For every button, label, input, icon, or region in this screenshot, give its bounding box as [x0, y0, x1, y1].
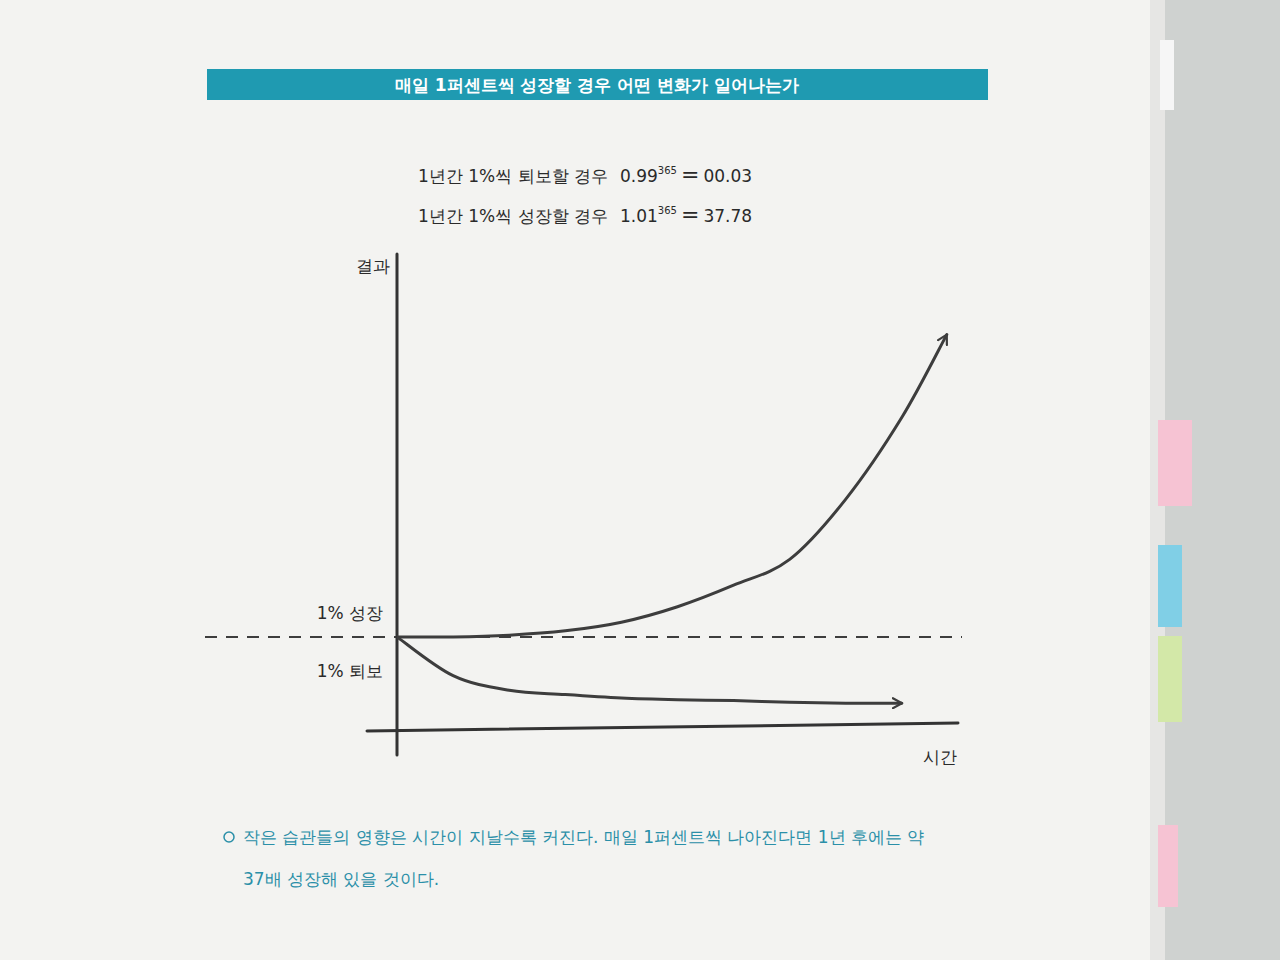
- sticky-tab: [1158, 420, 1192, 506]
- formula-exponent: 365: [658, 205, 677, 216]
- title: 매일 1퍼센트씩 성장할 경우 어떤 변화가 일어나는가: [395, 75, 799, 95]
- caption: 작은 습관들의 영향은 시간이 지날수록 커진다. 매일 1퍼센트씩 나아진다면…: [243, 827, 924, 889]
- y-axis-label: 결과: [356, 256, 390, 276]
- sticky-tab: [1158, 636, 1182, 722]
- title-band: [207, 69, 988, 100]
- series-line: [397, 335, 947, 637]
- sticky-tab: [1158, 825, 1178, 907]
- formula-text: 1년간 1%씩 성장할 경우: [418, 206, 608, 226]
- caption-line: 37배 성장해 있을 것이다.: [243, 869, 439, 889]
- formula-operator: =: [681, 162, 699, 187]
- x-axis-label: 시간: [923, 747, 957, 767]
- formula: 1년간 1%씩 퇴보할 경우 0.99365 =00.03: [418, 162, 752, 187]
- formula-result: 00.03: [703, 166, 752, 186]
- series-label: 1% 퇴보: [317, 661, 383, 681]
- formula-operator: =: [681, 202, 699, 227]
- formula-exponent: 365: [658, 165, 677, 176]
- bookmark: [1160, 40, 1174, 110]
- x-axis: [367, 723, 958, 731]
- y-axis: [396, 254, 399, 755]
- arrow-tip: [945, 333, 948, 336]
- formula-text: 1년간 1%씩 퇴보할 경우: [418, 166, 608, 186]
- baseline: [205, 636, 962, 638]
- series-label: 1% 성장: [317, 603, 383, 623]
- caption-line: 작은 습관들의 영향은 시간이 지날수록 커진다. 매일 1퍼센트씩 나아진다면…: [243, 827, 924, 847]
- background: [0, 0, 1280, 960]
- caption-bullet: [224, 832, 234, 842]
- plot-area: [397, 335, 947, 704]
- series-line: [397, 637, 902, 703]
- formula-base: 0.99: [620, 166, 658, 186]
- formula-base: 1.01: [620, 206, 658, 226]
- sticky-tab: [1158, 545, 1182, 627]
- formula-result: 37.78: [703, 206, 752, 226]
- page: 매일 1퍼센트씩 성장할 경우 어떤 변화가 일어나는가 1년간 1%씩 퇴보할 …: [0, 0, 1280, 960]
- arrow-tip: [900, 702, 904, 705]
- formula: 1년간 1%씩 성장할 경우 1.01365 =37.78: [418, 202, 752, 227]
- arrow-layer: [901, 335, 946, 704]
- book-page: [0, 0, 1165, 960]
